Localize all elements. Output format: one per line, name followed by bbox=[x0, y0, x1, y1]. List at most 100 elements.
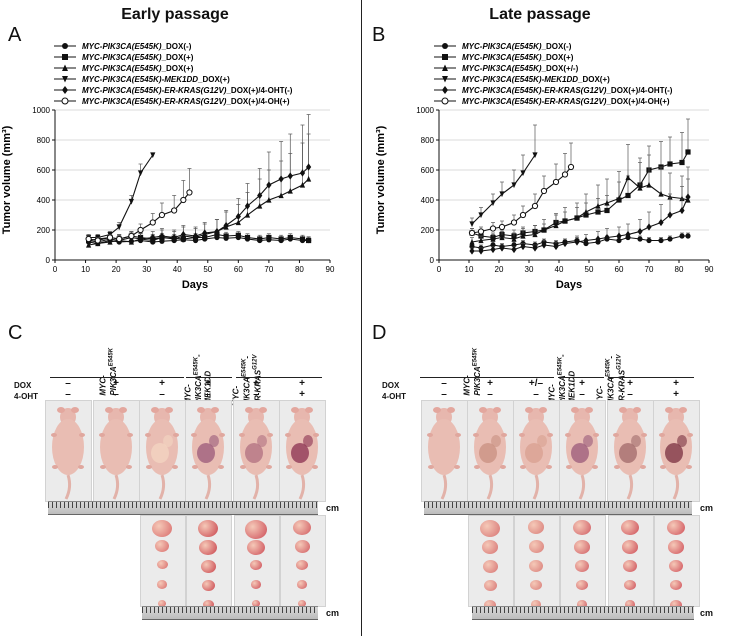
x-tick-label: 0 bbox=[53, 265, 58, 274]
data-point bbox=[257, 202, 263, 209]
data-point bbox=[116, 235, 123, 243]
data-point bbox=[658, 237, 664, 244]
data-point bbox=[150, 152, 156, 159]
tumor bbox=[622, 540, 638, 554]
legend-late: MYC-PIK3CA(E545K)_DOX(-) MYC-PIK3CA(E545K… bbox=[434, 42, 673, 106]
data-point bbox=[257, 236, 263, 242]
data-point bbox=[637, 184, 643, 191]
data-point bbox=[520, 232, 526, 239]
x-tick-label: 30 bbox=[142, 265, 151, 274]
legend-entry: MYC-PIK3CA(E545K)-ER-KRAS(G12V)_DOX(+)/4… bbox=[82, 97, 290, 106]
data-point bbox=[562, 217, 568, 224]
data-point bbox=[171, 233, 177, 242]
legend-entry: MYC-PIK3CA(E545K)_DOX(+) bbox=[82, 64, 194, 73]
cm-unit-d-top: cm bbox=[700, 503, 714, 513]
tumor bbox=[576, 580, 588, 591]
cm-unit-c-top: cm bbox=[326, 503, 340, 513]
x-tick-label: 80 bbox=[675, 265, 684, 274]
data-point bbox=[235, 219, 241, 226]
data-point bbox=[667, 236, 673, 242]
data-point bbox=[510, 219, 518, 226]
legend-marker-triangle-up bbox=[442, 64, 448, 71]
x-tick-label: 70 bbox=[645, 265, 654, 274]
series-line bbox=[471, 235, 688, 249]
data-point bbox=[499, 244, 505, 252]
legend-marker-triangle-down bbox=[62, 76, 68, 83]
tumor bbox=[155, 540, 169, 552]
mouse-photo bbox=[185, 400, 232, 502]
tumor bbox=[621, 520, 639, 536]
legend-entry: MYC-PIK3CA(E545K)-ER-KRAS(G12V)_DOX(+)/4… bbox=[462, 97, 670, 106]
series-4 bbox=[469, 166, 691, 255]
y-tick-label: 600 bbox=[421, 166, 435, 175]
data-point bbox=[128, 232, 135, 240]
y-tick-label: 1000 bbox=[32, 106, 50, 115]
data-point bbox=[158, 211, 166, 219]
data-point bbox=[278, 192, 284, 199]
x-tick-label: 50 bbox=[585, 265, 594, 274]
data-point bbox=[679, 206, 685, 215]
y-tick-label: 200 bbox=[37, 226, 51, 235]
data-point bbox=[532, 244, 538, 252]
dox-value: + bbox=[113, 378, 119, 389]
data-point bbox=[186, 189, 193, 196]
y-tick-label: 0 bbox=[46, 256, 51, 265]
mouse-photo bbox=[233, 400, 280, 502]
data-point bbox=[667, 211, 673, 219]
data-point bbox=[202, 234, 208, 241]
data-point bbox=[553, 242, 559, 251]
data-point bbox=[658, 190, 664, 197]
data-point bbox=[137, 226, 144, 234]
data-point bbox=[278, 236, 284, 242]
tumor bbox=[670, 580, 682, 591]
data-point bbox=[616, 195, 622, 202]
chart-late-passage: 0 200 400 600 800 1000 0 10 20 30 40 50 60 70 80 90 Tum… bbox=[375, 106, 714, 291]
data-point bbox=[520, 242, 526, 251]
y-tick-label: 400 bbox=[37, 196, 51, 205]
data-point bbox=[541, 226, 547, 233]
mouse-photo bbox=[139, 400, 186, 502]
mouse-photo bbox=[45, 400, 92, 502]
oht-value: + bbox=[299, 389, 305, 400]
oht-value: – bbox=[159, 389, 165, 400]
data-point bbox=[478, 247, 484, 255]
x-tick-label: 40 bbox=[173, 265, 182, 274]
y-tick-label: 800 bbox=[421, 136, 435, 145]
data-point bbox=[85, 235, 92, 243]
data-point bbox=[192, 232, 199, 240]
data-point bbox=[128, 238, 134, 245]
dox-value: + bbox=[253, 378, 259, 389]
tumor bbox=[529, 560, 543, 572]
tumor bbox=[482, 560, 498, 573]
data-point bbox=[180, 230, 186, 239]
legend-marker-triangle-down bbox=[442, 76, 448, 83]
oht-value: – bbox=[579, 389, 585, 400]
data-point bbox=[511, 235, 517, 242]
data-point bbox=[625, 174, 631, 181]
data-point bbox=[299, 169, 306, 177]
legend-entry: MYC-PIK3CA(E545K)_DOX(-) bbox=[462, 42, 572, 51]
series-1 bbox=[469, 118, 691, 241]
data-point bbox=[616, 237, 622, 244]
data-point bbox=[616, 232, 622, 240]
data-point bbox=[553, 222, 559, 229]
tumor bbox=[480, 520, 500, 537]
data-point bbox=[306, 163, 312, 171]
data-point bbox=[469, 238, 475, 245]
oht-value: – bbox=[205, 389, 211, 400]
tumor bbox=[669, 560, 683, 572]
data-point bbox=[637, 227, 643, 236]
tumor bbox=[484, 600, 496, 611]
data-point bbox=[128, 198, 134, 205]
data-point bbox=[595, 235, 601, 243]
data-point bbox=[583, 212, 589, 218]
tumor bbox=[528, 540, 544, 553]
data-point bbox=[685, 149, 691, 155]
tumor bbox=[573, 520, 591, 536]
oht-value: – bbox=[441, 389, 447, 400]
tumor bbox=[530, 580, 542, 591]
mouse-photo bbox=[421, 400, 468, 502]
tumor bbox=[157, 580, 167, 589]
data-point bbox=[137, 170, 144, 177]
data-point bbox=[646, 223, 652, 231]
